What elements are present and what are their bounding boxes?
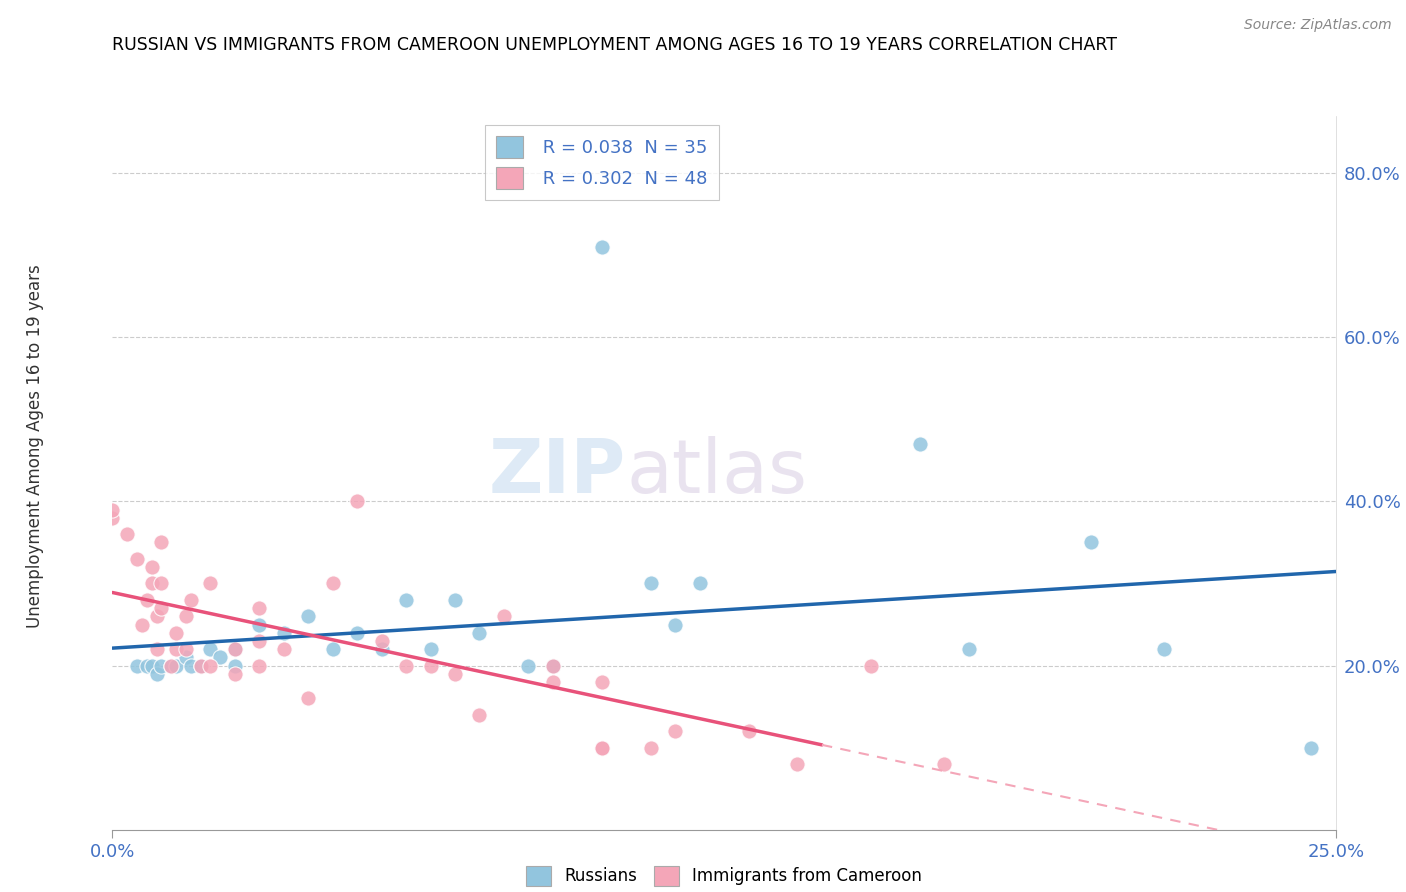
Point [859, 658, 882, 673]
Point [141, 576, 163, 591]
Point [247, 658, 270, 673]
Point [174, 650, 197, 665]
Point [200, 576, 222, 591]
Point [444, 593, 467, 607]
Point [131, 617, 153, 632]
Point [737, 724, 759, 739]
Point [322, 576, 344, 591]
Point [190, 658, 212, 673]
Point [200, 642, 222, 657]
Point [165, 658, 187, 673]
Legend: Russians, Immigrants from Cameroon: Russians, Immigrants from Cameroon [519, 859, 929, 892]
Text: Source: ZipAtlas.com: Source: ZipAtlas.com [1244, 18, 1392, 32]
Point [370, 634, 392, 648]
Point [492, 609, 515, 624]
Point [174, 642, 197, 657]
Point [395, 658, 418, 673]
Point [297, 609, 319, 624]
Point [135, 658, 157, 673]
Point [141, 658, 163, 673]
Point [468, 707, 491, 722]
Point [247, 617, 270, 632]
Point [468, 625, 491, 640]
Point [180, 658, 202, 673]
Point [273, 642, 295, 657]
Point [395, 593, 418, 607]
Point [145, 609, 167, 624]
Point [247, 601, 270, 615]
Point [145, 666, 167, 681]
Point [273, 625, 295, 640]
Text: Unemployment Among Ages 16 to 19 years: Unemployment Among Ages 16 to 19 years [27, 264, 44, 628]
Point [517, 658, 540, 673]
Point [115, 527, 138, 541]
Point [165, 625, 187, 640]
Point [160, 658, 183, 673]
Point [145, 642, 167, 657]
Point [150, 601, 173, 615]
Point [200, 658, 222, 673]
Point [224, 666, 246, 681]
Point [209, 650, 232, 665]
Point [786, 756, 808, 771]
Point [908, 437, 931, 451]
Point [591, 674, 613, 689]
Point [101, 502, 124, 516]
Point [444, 666, 467, 681]
Point [419, 658, 441, 673]
Point [1301, 740, 1323, 755]
Point [160, 658, 183, 673]
Point [150, 535, 173, 549]
Point [640, 740, 662, 755]
Point [689, 576, 711, 591]
Point [370, 642, 392, 657]
Point [1153, 642, 1175, 657]
Point [297, 691, 319, 706]
Point [591, 240, 613, 254]
Point [224, 658, 246, 673]
Point [934, 756, 956, 771]
Point [541, 658, 564, 673]
Point [591, 740, 613, 755]
Text: atlas: atlas [626, 436, 807, 509]
Point [224, 642, 246, 657]
Point [1080, 535, 1102, 549]
Point [322, 642, 344, 657]
Point [224, 642, 246, 657]
Point [141, 560, 163, 574]
Point [957, 642, 980, 657]
Point [664, 724, 686, 739]
Point [541, 658, 564, 673]
Point [180, 593, 202, 607]
Point [174, 609, 197, 624]
Text: ZIP: ZIP [489, 436, 626, 509]
Point [664, 617, 686, 632]
Point [135, 593, 157, 607]
Point [125, 658, 148, 673]
Point [165, 642, 187, 657]
Point [346, 494, 368, 508]
Point [150, 576, 173, 591]
Text: RUSSIAN VS IMMIGRANTS FROM CAMEROON UNEMPLOYMENT AMONG AGES 16 TO 19 YEARS CORRE: RUSSIAN VS IMMIGRANTS FROM CAMEROON UNEM… [112, 36, 1118, 54]
Point [541, 674, 564, 689]
Point [190, 658, 212, 673]
Point [346, 625, 368, 640]
Point [640, 576, 662, 591]
Point [591, 740, 613, 755]
Point [125, 552, 148, 566]
Point [419, 642, 441, 657]
Point [150, 658, 173, 673]
Point [101, 511, 124, 525]
Point [247, 634, 270, 648]
